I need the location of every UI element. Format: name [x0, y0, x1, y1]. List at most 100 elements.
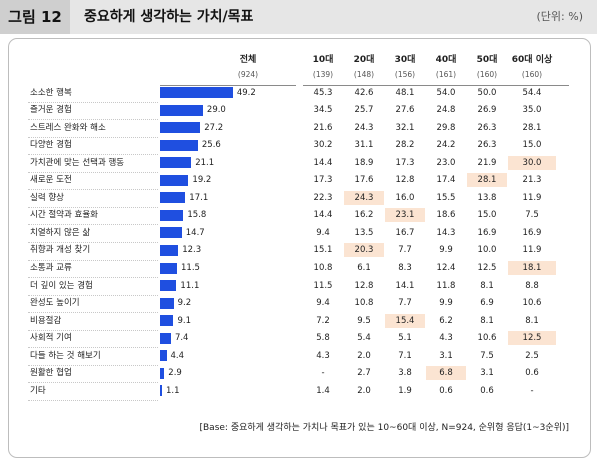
data-cell: 31.1	[354, 140, 374, 151]
data-cell: 26.9	[477, 105, 497, 116]
data-cell: 16.9	[522, 227, 542, 238]
data-cell: 27.6	[395, 105, 415, 116]
data-cell: 10.8	[313, 263, 333, 273]
bar-value-label: 11.1	[180, 280, 200, 291]
data-cell: 4.3	[316, 350, 330, 361]
data-cell: 26.3	[477, 140, 497, 151]
data-cell: 30.2	[313, 140, 333, 151]
data-cell: 16.0	[395, 192, 415, 203]
data-cell: 16.9	[477, 227, 497, 238]
data-cell: 9.5	[357, 315, 371, 326]
data-cell: 1.9	[398, 385, 412, 396]
row-separator	[28, 382, 158, 384]
data-cell: 24.8	[436, 105, 456, 116]
data-cell: 48.1	[395, 87, 415, 98]
data-cell: 50.0	[477, 87, 497, 98]
data-cell: 15.1	[313, 245, 333, 256]
data-cell: 14.4	[313, 210, 333, 221]
bar-value-label: 29.0	[206, 105, 226, 116]
data-cell: 2.0	[357, 385, 371, 396]
column-header-age: 30대	[394, 55, 416, 65]
bar-total	[160, 209, 184, 221]
data-cell: 8.1	[525, 315, 539, 326]
data-cell: 45.3	[313, 87, 333, 98]
column-header-age: 60대 이상	[511, 55, 553, 65]
data-cell: 8.1	[480, 280, 494, 291]
data-cell: 10.6	[477, 333, 497, 344]
data-cell: 11.9	[522, 192, 542, 203]
data-cell: 5.8	[316, 333, 330, 344]
row-separator	[28, 259, 158, 261]
data-cell: 12.8	[354, 280, 374, 291]
row-label: 원활한 협업	[30, 368, 72, 379]
data-cell: 3.1	[439, 350, 453, 361]
row-label: 다들 하는 것 해보기	[30, 350, 101, 361]
data-cell: 17.4	[436, 175, 456, 186]
row-label: 실력 향상	[30, 192, 64, 203]
row-label: 새로운 도전	[30, 175, 72, 186]
data-cell: 7.5	[525, 210, 539, 221]
data-cell: 0.6	[480, 385, 494, 396]
data-cell: 16.2	[354, 210, 374, 221]
data-cell: 23.1	[385, 208, 425, 223]
row-separator	[28, 224, 158, 226]
data-cell: 30.0	[508, 155, 556, 170]
data-cell: 0.6	[525, 368, 539, 379]
data-cell: 3.1	[480, 368, 494, 379]
data-cell: 17.3	[395, 157, 415, 168]
data-cell: 28.2	[395, 140, 415, 151]
bar-total	[160, 280, 177, 292]
data-cell: 12.5	[508, 331, 556, 346]
row-label: 가치관에 맞는 선택과 행동	[30, 157, 125, 168]
bar-value-label: 2.9	[168, 368, 182, 379]
data-cell: 13.5	[354, 227, 374, 238]
header-rule-total	[160, 85, 296, 86]
data-cell: 16.7	[395, 227, 415, 238]
footnote: [Base: 중요하게 생각하는 가치나 목표가 있는 10~60대 이상, N…	[199, 423, 570, 433]
data-cell: 34.5	[313, 105, 333, 116]
data-cell: 10.6	[522, 298, 542, 309]
bar-total	[160, 87, 233, 98]
data-cell: 32.1	[395, 122, 415, 133]
data-cell: 42.6	[354, 87, 374, 98]
data-cell: 15.0	[477, 210, 497, 221]
bar-total	[160, 122, 201, 134]
unit-label: (단위: %)	[536, 10, 583, 23]
column-header-age: 20대	[353, 55, 375, 65]
column-n-age: (156)	[394, 70, 416, 79]
row-separator	[28, 119, 158, 121]
data-cell: 25.7	[354, 105, 374, 116]
column-header-age: 40대	[435, 55, 457, 65]
data-cell: 5.1	[398, 333, 412, 344]
column-n-total: (924)	[237, 70, 259, 79]
data-cell: 9.9	[439, 245, 453, 256]
data-cell: 26.3	[477, 122, 497, 133]
row-separator	[28, 206, 158, 208]
data-cell: 15.5	[436, 192, 456, 203]
data-cell: 9.4	[316, 298, 330, 309]
data-cell: 29.8	[436, 122, 456, 133]
data-cell: 8.8	[525, 280, 539, 291]
chart-frame	[8, 38, 591, 458]
data-cell: 23.0	[436, 157, 456, 168]
data-cell: 24.3	[344, 190, 384, 205]
bar-value-label: 9.2	[177, 298, 192, 309]
data-cell: -	[530, 385, 534, 396]
data-cell: 6.9	[480, 298, 494, 309]
column-n-age: (160)	[476, 70, 498, 79]
bar-value-label: 25.6	[201, 140, 221, 151]
data-cell: -	[321, 368, 325, 379]
data-cell: 2.7	[357, 368, 371, 379]
row-separator	[28, 312, 158, 314]
row-label: 소통과 교류	[30, 263, 72, 273]
bar-total	[160, 315, 174, 327]
data-cell: 7.7	[398, 245, 412, 256]
data-cell: 28.1	[467, 173, 507, 188]
data-cell: 18.6	[436, 210, 456, 221]
row-label: 더 깊이 있는 경험	[30, 280, 93, 291]
bar-total	[160, 262, 178, 274]
bar-total	[160, 227, 182, 239]
bar-value-label: 14.7	[185, 227, 205, 238]
figure-title: 중요하게 생각하는 가치/목표	[84, 9, 254, 25]
data-cell: 1.4	[316, 385, 330, 396]
